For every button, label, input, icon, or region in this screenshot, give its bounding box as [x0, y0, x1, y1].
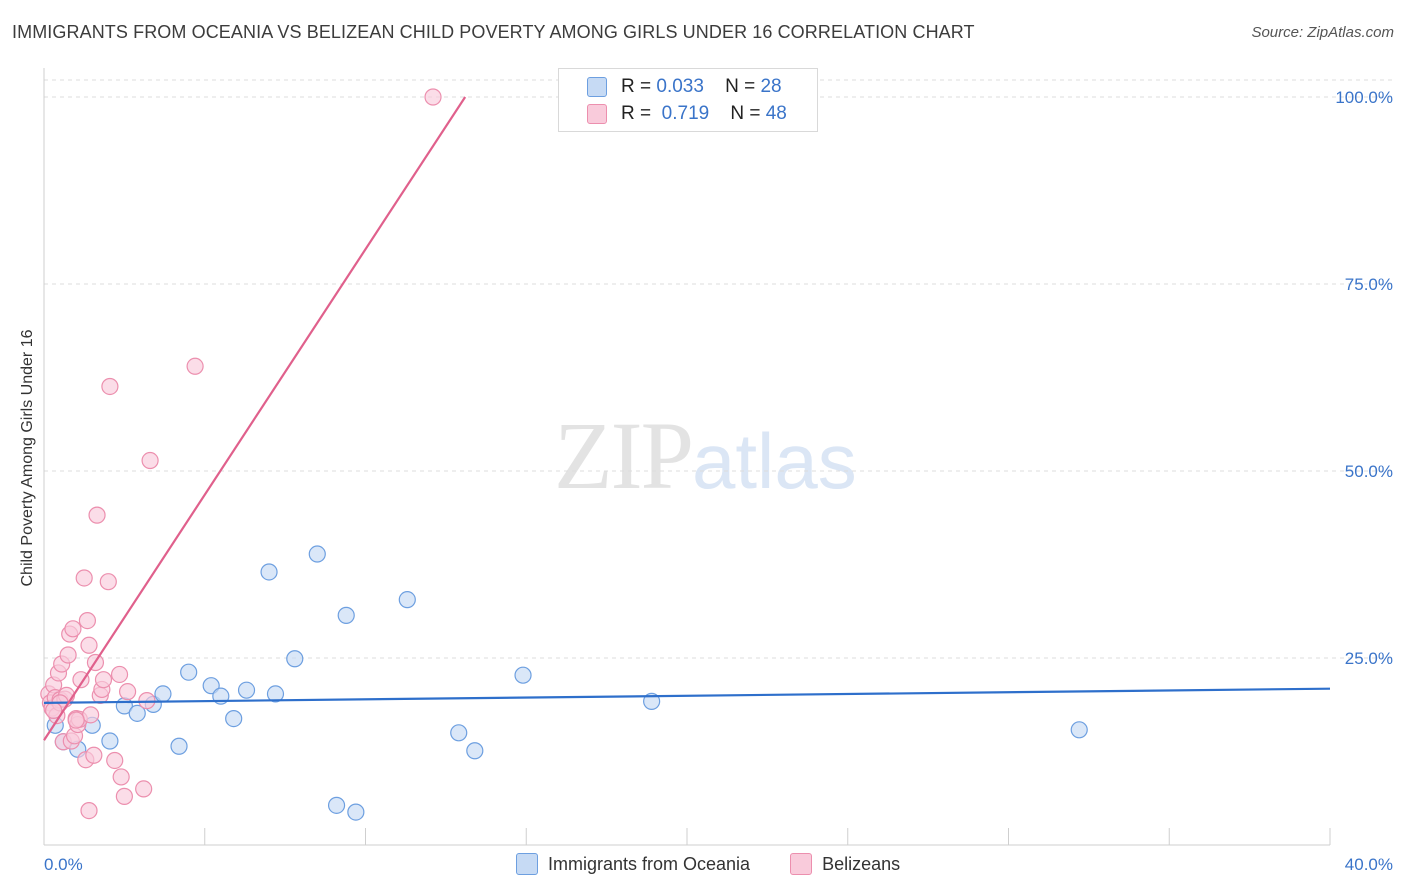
series-legend-belizeans[interactable]: Belizeans — [790, 853, 900, 875]
source-label: Source: ZipAtlas.com — [1251, 24, 1394, 41]
oceania-point — [327, 796, 346, 814]
belizean-point — [85, 746, 103, 764]
belizean-point — [115, 787, 133, 805]
oceania-point — [514, 666, 532, 684]
belizean-trend-line — [43, 96, 467, 741]
belizean-point — [106, 751, 124, 770]
oceania-point — [128, 704, 146, 722]
legend-n-value: 28 — [760, 76, 782, 97]
oceania-point — [347, 803, 365, 821]
y-tick-label: 25.0% — [1345, 649, 1393, 668]
belizean-point — [75, 569, 93, 587]
oceania-trend-line — [43, 687, 1331, 704]
x-tick-label: 40.0% — [1345, 855, 1393, 874]
oceania-point — [101, 732, 119, 750]
belizean-point — [186, 357, 204, 375]
belizean-point — [88, 506, 106, 524]
oceania-point — [286, 650, 304, 668]
legend-swatch-belizeans — [587, 104, 607, 124]
legend-r-value: 0.719 — [661, 103, 710, 124]
oceania-point — [225, 709, 243, 728]
legend-row-oceania: R = 0.033 N = 28 — [587, 75, 782, 99]
oceania-point — [1070, 721, 1088, 739]
x-tick-label: 0.0% — [44, 855, 83, 874]
chart-title: IMMIGRANTS FROM OCEANIA VS BELIZEAN CHIL… — [12, 22, 975, 42]
series-legend-label: Immigrants from Oceania — [548, 853, 751, 874]
watermark-zip: ZIP — [554, 402, 694, 509]
belizean-point — [78, 611, 97, 630]
y-tick-label: 100.0% — [1335, 88, 1393, 107]
belizean-point — [101, 377, 119, 396]
oceania-point — [237, 681, 256, 699]
belizean-point — [64, 620, 82, 638]
belizean-point — [141, 451, 159, 470]
y-tick-label: 50.0% — [1345, 462, 1393, 481]
series-legend-oceania[interactable]: Immigrants from Oceania — [516, 853, 750, 875]
oceania-point — [450, 724, 468, 742]
belizean-point — [59, 646, 77, 664]
belizean-point — [82, 706, 100, 724]
legend-r-label: R = — [621, 103, 652, 124]
watermark: ZIPatlas — [554, 400, 857, 511]
belizean-point — [99, 573, 117, 591]
legend-n-value: 48 — [765, 103, 787, 124]
belizean-point — [67, 711, 85, 729]
series-legend-label: Belizeans — [822, 853, 901, 874]
belizean-point — [94, 671, 113, 689]
legend-n-label: N = — [725, 76, 756, 97]
belizean-point — [112, 768, 130, 786]
legend-n-label: N = — [730, 103, 761, 124]
oceania-point — [308, 545, 326, 563]
oceania-point — [180, 663, 198, 681]
legend-row-belizeans: R = 0.719 N = 48 — [587, 102, 787, 126]
belizean-point — [110, 665, 129, 684]
belizean-point — [135, 780, 153, 798]
legend-r-label: R = — [621, 76, 652, 97]
oceania-point — [266, 685, 285, 703]
watermark-atlas: atlas — [692, 417, 857, 505]
oceania-point — [466, 742, 484, 760]
oceania-point — [154, 685, 172, 703]
series-swatch-belizeans — [790, 853, 813, 875]
belizean-point — [118, 683, 137, 701]
oceania-point — [398, 591, 416, 609]
legend-swatch-oceania — [587, 77, 607, 97]
oceania-point — [643, 692, 661, 710]
y-tick-label: 75.0% — [1345, 275, 1393, 294]
series-swatch-oceania — [516, 853, 538, 875]
correlation-legend: R = 0.033 N = 28 R = 0.719 N = 48 — [558, 68, 818, 132]
oceania-point — [260, 563, 278, 581]
belizean-point — [424, 88, 442, 106]
legend-r-value: 0.033 — [656, 76, 704, 97]
belizean-point — [80, 636, 98, 654]
oceania-point — [337, 606, 355, 624]
oceania-point — [170, 737, 188, 755]
series-legend: Immigrants from Oceania Belizeans — [516, 853, 940, 875]
belizean-point — [80, 801, 98, 820]
